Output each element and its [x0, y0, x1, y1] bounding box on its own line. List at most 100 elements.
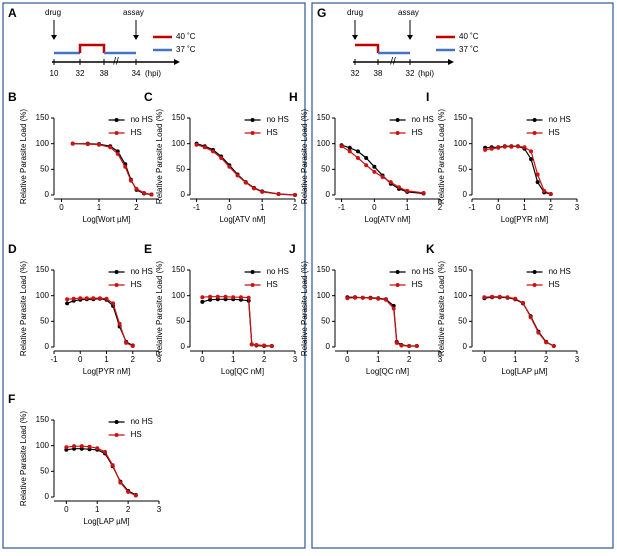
data-point: [383, 297, 388, 302]
legend-label: no HS: [131, 267, 153, 276]
arrowhead: [133, 35, 139, 40]
x-tick-label: 1: [104, 355, 109, 364]
x-tick-label: 1: [405, 203, 410, 212]
x-tick-label: 2: [293, 203, 298, 212]
dose-response-panel: E 0 50 100 150 0 1 2 3 Log[QC nM] Relative Parasit…: [144, 242, 298, 376]
data-point: [548, 191, 553, 196]
panel-letter: B: [8, 90, 17, 104]
y-tick-label: 0: [463, 190, 468, 199]
data-point: [87, 444, 92, 449]
y-tick-label: 100: [36, 441, 50, 450]
data-point: [407, 343, 412, 348]
x-tick-label: 1: [260, 203, 265, 212]
data-point: [490, 294, 495, 299]
x-tick-label: 2: [262, 355, 267, 364]
y-tick-label: 100: [454, 291, 468, 300]
legend-marker: [114, 283, 119, 287]
x-tick-label: 0: [482, 355, 487, 364]
data-point: [483, 147, 488, 152]
data-point: [246, 295, 251, 300]
x-tick-label: 3: [575, 355, 580, 364]
x-tick-label: -1: [338, 203, 346, 212]
data-point: [529, 149, 534, 154]
y-tick-label: 150: [36, 415, 50, 424]
panel-letter: I: [426, 90, 429, 104]
panel-letter: H: [289, 90, 298, 104]
x-tick-label: 0: [372, 203, 377, 212]
data-point: [513, 296, 518, 301]
y-tick-label: 150: [317, 113, 331, 122]
y-axis-label: Relative Parasite Load (%): [437, 109, 446, 204]
legend-marker: [114, 270, 119, 274]
left-frame: [2, 2, 306, 549]
data-point: [215, 294, 220, 299]
data-point: [396, 185, 401, 190]
series-line: [66, 298, 134, 347]
data-point: [97, 142, 101, 147]
data-point: [345, 296, 350, 301]
x-axis-label: Log[LAP µM]: [83, 517, 129, 526]
x-tick-label: 2: [134, 203, 139, 212]
data-point: [97, 296, 102, 301]
data-point: [405, 188, 410, 193]
y-tick-label: 150: [454, 113, 468, 122]
data-point: [134, 186, 139, 191]
panel-letter: C: [144, 90, 153, 104]
series-line: [202, 298, 272, 347]
data-point: [269, 343, 274, 348]
legend-marker: [532, 118, 537, 122]
data-point: [78, 296, 83, 301]
data-point: [123, 164, 128, 169]
data-point: [128, 178, 133, 183]
data-point: [91, 296, 96, 301]
data-point: [202, 145, 207, 150]
y-tick-label: 100: [36, 139, 50, 148]
legend-marker: [532, 283, 537, 287]
x-tick-label: 1: [97, 203, 102, 212]
y-tick-label: 50: [458, 316, 467, 325]
series-line: [341, 145, 424, 194]
data-point: [551, 343, 556, 348]
dose-response-panel: C 0 50 100 150 -1 0 1 2 Log[ATV nM] Relative Paras…: [144, 90, 298, 224]
legend-label: no HS: [131, 115, 153, 124]
panel-letter: F: [8, 392, 15, 406]
data-point: [149, 192, 154, 197]
data-point: [102, 449, 107, 454]
series-line: [72, 143, 152, 196]
data-point: [95, 446, 100, 451]
data-point: [219, 156, 224, 161]
data-point: [372, 164, 377, 169]
x-tick-label: 1: [231, 355, 236, 364]
data-point: [520, 300, 525, 305]
x-tick-label: 2: [438, 203, 443, 212]
legend-marker: [114, 118, 119, 122]
x-tick-label: 3: [157, 505, 162, 514]
legend-label: 40 ˚C: [459, 32, 479, 41]
y-tick-label: 50: [458, 164, 467, 173]
x-tick-label: 1: [95, 505, 100, 514]
arrowhead: [448, 59, 454, 65]
x-tick-label: 3: [575, 203, 580, 212]
x-tick-label: 1: [522, 203, 527, 212]
dose-response-panel: J 0 50 100 150 0 1 2 3 Log[QC nM] Relative Parasit…: [289, 242, 443, 376]
assay-label: assay: [398, 8, 419, 17]
y-tick-label: 0: [326, 190, 331, 199]
data-point: [388, 180, 393, 185]
data-point: [542, 188, 547, 193]
time-label: 34: [132, 69, 141, 78]
y-tick-label: 0: [326, 342, 331, 351]
data-point: [200, 295, 205, 300]
data-point: [391, 306, 396, 311]
data-point: [130, 343, 135, 348]
legend-marker: [114, 433, 119, 437]
x-tick-label: 2: [544, 355, 549, 364]
y-tick-label: 150: [454, 265, 468, 274]
x-tick-label: 2: [126, 505, 131, 514]
x-tick-label: 2: [131, 355, 136, 364]
x-axis-label: Log[Wort µM]: [82, 215, 130, 224]
y-tick-label: 100: [454, 139, 468, 148]
data-point: [347, 145, 352, 150]
data-point: [64, 445, 69, 450]
